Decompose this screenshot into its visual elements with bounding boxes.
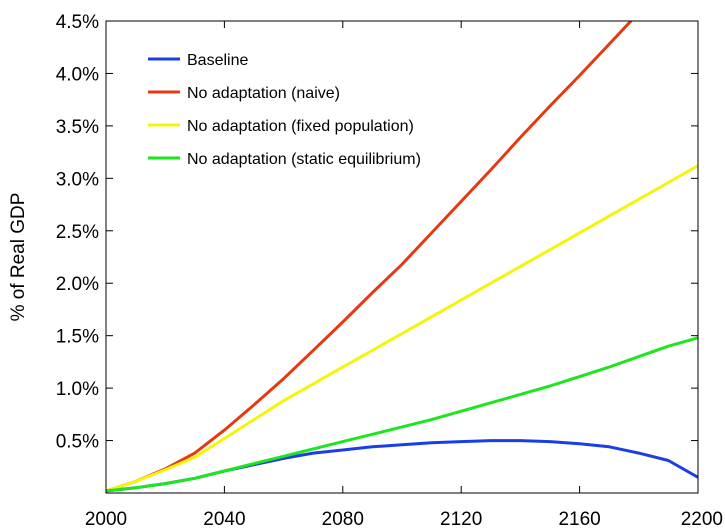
series-line-4 — [106, 336, 698, 493]
legend-label: No adaptation (fixed population) — [187, 118, 414, 135]
x-tick-label: 2200 — [681, 509, 723, 530]
legend-label: No adaptation (naive) — [187, 85, 340, 102]
x-axis: 2000 2040 2080 2120 2160 2200 — [85, 21, 723, 530]
legend-label: Baseline — [187, 52, 248, 69]
y-tick-label: 3.0% — [56, 169, 99, 190]
x-tick-label: 2120 — [440, 509, 482, 530]
y-tick-label: 4.0% — [56, 64, 99, 85]
legend: Baseline No adaptation (naive) No adaptati… — [148, 52, 421, 168]
series-line-2 — [106, 21, 633, 493]
y-tick-label: 1.0% — [56, 379, 99, 400]
y-tick-label: 3.5% — [56, 117, 99, 138]
series-line-1 — [106, 439, 698, 493]
x-tick-label: 2080 — [322, 509, 364, 530]
y-tick-label: 0.5% — [56, 432, 99, 453]
y-tick-label: 2.5% — [56, 222, 99, 243]
series-line-3 — [106, 164, 698, 493]
legend-label: No adaptation (static equilibrium) — [187, 151, 421, 168]
y-axis-label: % of Real GDP — [8, 193, 29, 322]
y-tick-label: 1.5% — [56, 327, 99, 348]
x-tick-label: 2160 — [558, 509, 600, 530]
y-tick-label: 4.5% — [56, 12, 99, 33]
plot-frame — [105, 20, 699, 494]
series-lines — [106, 21, 698, 493]
y-axis: 0.5% 1.0% 1.5% 2.0% 2.5% 3.0% 3.5% 4.0% 4.5% — [56, 12, 698, 453]
x-tick-label: 2000 — [85, 509, 127, 530]
x-tick-label: 2040 — [203, 509, 245, 530]
y-tick-label: 2.0% — [56, 274, 99, 295]
